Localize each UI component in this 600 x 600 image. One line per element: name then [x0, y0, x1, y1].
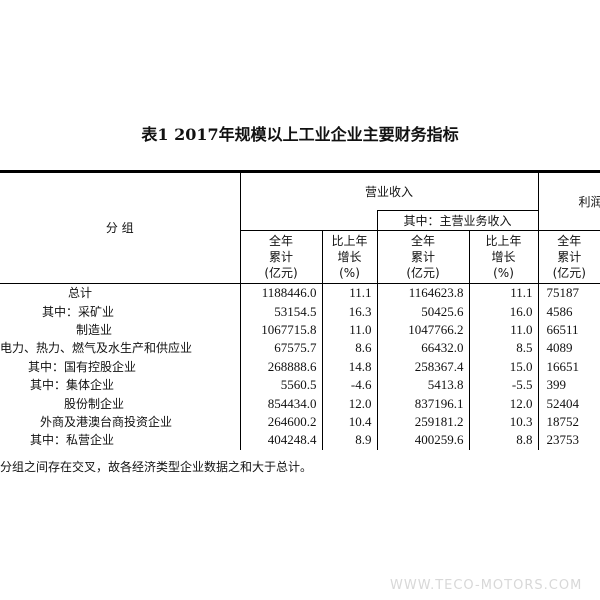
cell-value: 50425.6	[376, 302, 470, 321]
cell-value: 1047766.2	[376, 320, 470, 340]
column-header: 全年累计 (亿元)	[376, 230, 470, 284]
table-row: 电力、热力、燃气及水生产和供应业 67575.7 8.6 66432.0 8.5 4089	[0, 339, 600, 358]
column-header-line: 比上年	[331, 234, 368, 248]
cell-value: 10.4	[321, 412, 378, 432]
column-header-line: 全年	[268, 234, 293, 248]
cell-value: 12.0	[321, 394, 378, 413]
row-label: 电力、热力、燃气及水生产和供应业	[0, 339, 241, 358]
cell-value: 12.0	[468, 394, 539, 413]
cell-value: 11.0	[468, 320, 539, 340]
column-header-line: 累计	[557, 250, 582, 264]
row-label: 外商及港澳台商投资企业	[0, 412, 241, 432]
cell-value: 67575.7	[239, 339, 323, 358]
cell-value: -5.5	[468, 375, 539, 395]
cell-value: 75187	[537, 283, 600, 303]
row-label: 其中：私营企业	[0, 431, 241, 450]
column-header-line: (%)	[339, 266, 360, 280]
cell-value: 404248.4	[239, 431, 323, 450]
cell-value: 259181.2	[376, 412, 470, 432]
main-revenue-header: 其中：主营业务收入	[376, 210, 539, 231]
cell-value: 264600.2	[239, 412, 323, 432]
column-header-line: 增长	[491, 250, 516, 264]
table-row: 制造业 1067715.8 11.0 1047766.2 11.0 66511	[0, 320, 600, 340]
table-row: 其中：采矿业 53154.5 16.3 50425.6 16.0 4586	[0, 302, 600, 321]
cell-value: 1188446.0	[239, 283, 323, 303]
cell-value: 11.0	[321, 320, 378, 340]
column-header: 全年累计 (亿元)	[537, 230, 600, 284]
table-row: 其中：私营企业 404248.4 8.9 400259.6 8.8 23753	[0, 431, 600, 450]
cell-value: 4586	[537, 302, 600, 321]
column-header-line: 全年	[410, 234, 435, 248]
column-header-line: 增长	[337, 250, 362, 264]
cell-value: 66432.0	[376, 339, 470, 358]
cell-value: 5413.8	[376, 375, 470, 395]
cell-value: 8.9	[321, 431, 378, 450]
row-label: 其中：国有控股企业	[0, 357, 241, 376]
cell-value: 16.3	[321, 302, 378, 321]
cell-value: 854434.0	[239, 394, 323, 413]
cell-value: 5560.5	[239, 375, 323, 395]
column-header-line: 累计	[268, 250, 293, 264]
row-label: 制造业	[0, 320, 241, 340]
cell-value: 1164623.8	[376, 283, 470, 303]
cell-value: 53154.5	[239, 302, 323, 321]
column-header-line: 累计	[410, 250, 435, 264]
column-header-line: 全年	[557, 234, 582, 248]
column-header-line: (亿元)	[406, 266, 440, 280]
column-header-line: (亿元)	[552, 266, 586, 280]
cell-value: -4.6	[321, 375, 378, 395]
revenue-header: 营业收入	[239, 170, 539, 211]
watermark: WWW.TECO-MOTORS.COM	[390, 578, 583, 593]
cell-value: 400259.6	[376, 431, 470, 450]
cell-value: 66511	[537, 320, 600, 340]
cell-value: 8.8	[468, 431, 539, 450]
cell-value: 258367.4	[376, 357, 470, 376]
cell-value: 11.1	[468, 283, 539, 303]
column-header-line: (%)	[493, 266, 514, 280]
cell-value: 1067715.8	[239, 320, 323, 340]
column-header: 全年累计 (亿元)	[239, 230, 323, 284]
table-row: 总计 1188446.0 11.1 1164623.8 11.1 75187	[0, 283, 600, 303]
cell-value: 4089	[537, 339, 600, 358]
footnote: 分组之间存在交叉，故各经济类型企业数据之和大于总计。	[0, 460, 313, 474]
header-spacer	[239, 210, 378, 231]
cell-value: 14.8	[321, 357, 378, 376]
cell-value: 8.6	[321, 339, 378, 358]
column-header-line: 比上年	[485, 234, 522, 248]
row-label: 总计	[0, 283, 241, 303]
cell-value: 15.0	[468, 357, 539, 376]
table-row: 其中：国有控股企业 268888.6 14.8 258367.4 15.0 16651	[0, 357, 600, 376]
cell-value: 16.0	[468, 302, 539, 321]
group-header: 分 组	[0, 170, 241, 284]
cell-value: 23753	[537, 431, 600, 450]
table-row: 外商及港澳台商投资企业 264600.2 10.4 259181.2 10.3 18752	[0, 412, 600, 432]
cell-value: 399	[537, 375, 600, 395]
cell-value: 837196.1	[376, 394, 470, 413]
cell-value: 10.3	[468, 412, 539, 432]
cell-value: 52404	[537, 394, 600, 413]
cell-value: 268888.6	[239, 357, 323, 376]
column-header-line: (亿元)	[264, 266, 298, 280]
table-row: 其中：集体企业 5560.5 -4.6 5413.8 -5.5 399	[0, 375, 600, 395]
column-header: 比上年增长 (%)	[321, 230, 378, 284]
row-label: 其中：采矿业	[0, 302, 241, 321]
cell-value: 18752	[537, 412, 600, 432]
table-title: 表1 2017年规模以上工业企业主要财务指标	[141, 125, 459, 144]
column-subheader-row: 全年累计 (亿元) 比上年增长 (%) 全年累计 (亿元) 比上年增长 (%) 全年累计 (亿元)	[0, 230, 600, 284]
row-label: 股份制企业	[0, 394, 241, 413]
profit-header: 利润	[537, 170, 600, 231]
cell-value: 8.5	[468, 339, 539, 358]
column-header: 比上年增长 (%)	[468, 230, 539, 284]
financial-indicators-table: 分 组 营业收入 利润 其中：主营业务收入 全年 累计 (亿元) 比上年 增长 (%) 全年…	[0, 170, 600, 450]
cell-value: 11.1	[321, 283, 378, 303]
table-row: 股份制企业 854434.0 12.0 837196.1 12.0 52404	[0, 394, 600, 413]
cell-value: 16651	[537, 357, 600, 376]
row-label: 其中：集体企业	[0, 375, 241, 395]
